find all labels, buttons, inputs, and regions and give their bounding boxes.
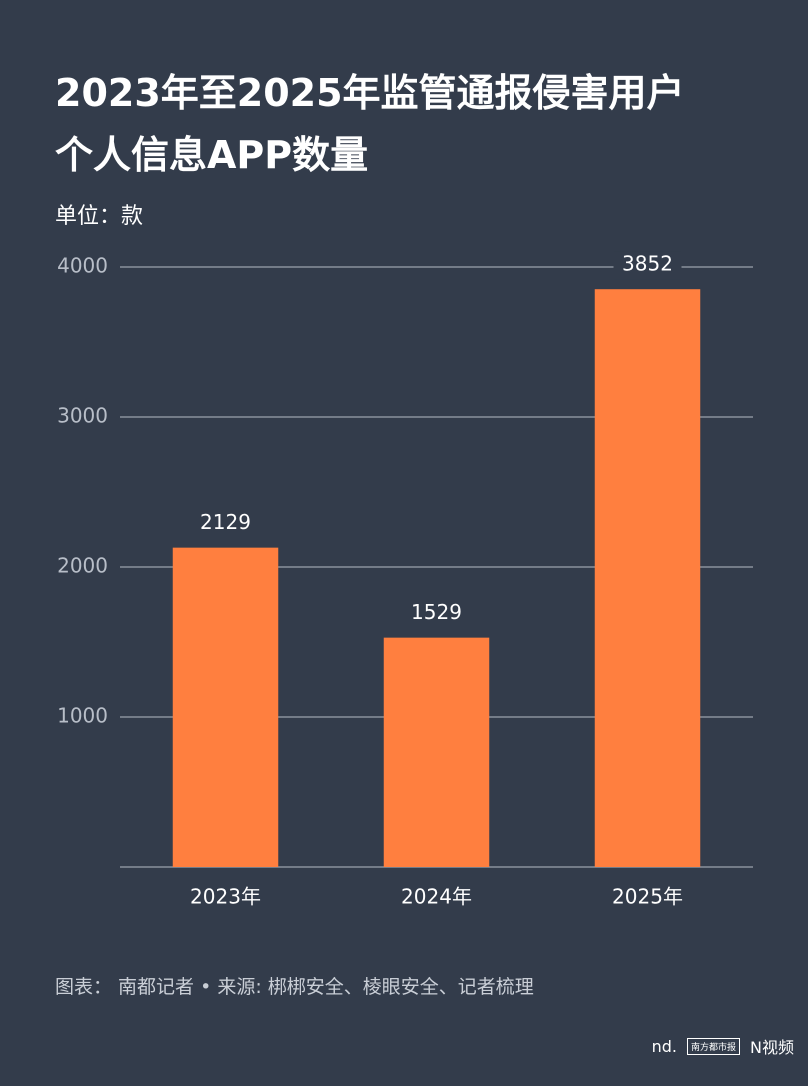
x-tick-label: 2024年 xyxy=(401,885,472,909)
x-tick-label: 2025年 xyxy=(612,885,683,909)
bar xyxy=(594,289,701,867)
y-tick-label: 2000 xyxy=(57,554,108,578)
x-tick-label: 2023年 xyxy=(190,885,261,909)
value-label: 2129 xyxy=(200,510,251,534)
y-tick-label: 3000 xyxy=(57,404,108,428)
logo-text: 南方都市报 xyxy=(687,1037,741,1055)
bar xyxy=(172,547,279,867)
value-label: 1529 xyxy=(411,600,462,624)
value-label: 3852 xyxy=(622,252,673,276)
logos: nd. 南方都市报 N视频 xyxy=(652,1034,794,1058)
chart-title: 2023年至2025年监管通报侵害用户个人信息APP数量 xyxy=(55,71,685,177)
logo-text: N视频 xyxy=(750,1038,794,1057)
y-tick-label: 1000 xyxy=(57,704,108,728)
chart: 1000 2000 3000 4000 2023年 2129 2024年 1529 2025年 3… xyxy=(57,251,753,909)
logo-text: nd. xyxy=(651,1036,677,1056)
chart-subtitle: 单位：款 xyxy=(55,204,144,229)
label-bg xyxy=(613,251,682,280)
footer: 图表： 南都记者 • 来源: 梆梆安全、棱眼安全、记者梳理 xyxy=(55,976,534,998)
bar xyxy=(383,637,490,867)
y-tick-label: 4000 xyxy=(57,254,108,278)
